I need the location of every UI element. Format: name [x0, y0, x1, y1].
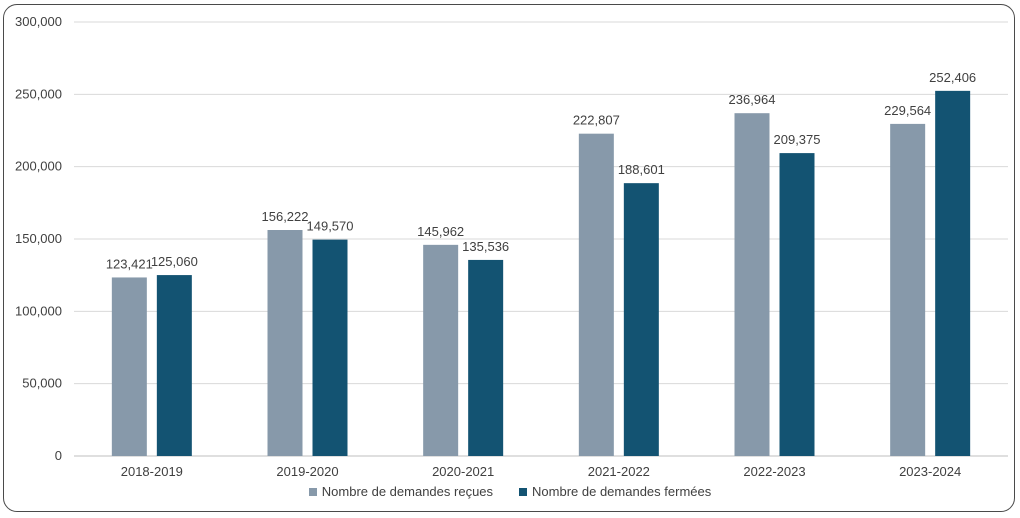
bar [312, 239, 348, 456]
bar [890, 123, 926, 457]
data-label: 149,570 [307, 219, 354, 234]
legend-label-received: Nombre de demandes reçues [321, 484, 494, 499]
x-axis: 2018-2019 2019-2020 2020-2021 2021-2022 2022… [121, 464, 962, 479]
bar [623, 183, 659, 456]
data-label: 123,421 [106, 256, 153, 271]
y-tick-label: 100,000 [15, 303, 62, 318]
y-tick-label: 200,000 [15, 159, 62, 174]
x-tick-label: 2020-2021 [432, 464, 494, 479]
legend-label-closed: Nombre de demandes fermées [532, 484, 712, 499]
x-tick-label: 2018-2019 [121, 464, 183, 479]
data-label: 222,807 [573, 113, 620, 128]
data-label: 125,060 [151, 254, 198, 269]
x-tick-label: 2021-2022 [588, 464, 650, 479]
data-label: 236,964 [729, 92, 776, 107]
y-tick-label: 300,000 [15, 14, 62, 29]
data-label: 188,601 [618, 162, 665, 177]
x-tick-label: 2022-2023 [743, 464, 805, 479]
y-tick-label: 50,000 [22, 376, 62, 391]
data-label: 156,222 [262, 209, 309, 224]
data-label: 145,962 [417, 224, 464, 239]
y-axis: 0 50,000 100,000 150,000 200,000 250,000 300,0… [15, 14, 62, 463]
bar [423, 244, 459, 456]
bar [156, 275, 192, 456]
data-label: 209,375 [774, 132, 821, 147]
gridlines [74, 21, 1008, 457]
y-tick-label: 150,000 [15, 231, 62, 246]
y-tick-label: 0 [55, 448, 62, 463]
bar [779, 153, 815, 456]
legend-swatch-closed [519, 487, 528, 496]
y-tick-label: 250,000 [15, 86, 62, 101]
legend-item-received: Nombre de demandes reçues [308, 484, 494, 499]
legend: Nombre de demandes reçues Nombre de dema… [0, 484, 1020, 499]
bar [468, 259, 504, 456]
x-tick-label: 2023-2024 [899, 464, 961, 479]
data-label: 229,564 [884, 103, 931, 118]
bar [578, 133, 614, 456]
legend-item-closed: Nombre de demandes fermées [519, 484, 711, 499]
bar [267, 229, 303, 456]
data-label: 135,536 [462, 239, 509, 254]
bar [935, 90, 971, 456]
data-label: 252,406 [929, 70, 976, 85]
bar [111, 277, 147, 456]
bars [111, 90, 971, 457]
x-tick-label: 2019-2020 [276, 464, 338, 479]
bar [734, 113, 770, 456]
legend-swatch-received [308, 487, 317, 496]
